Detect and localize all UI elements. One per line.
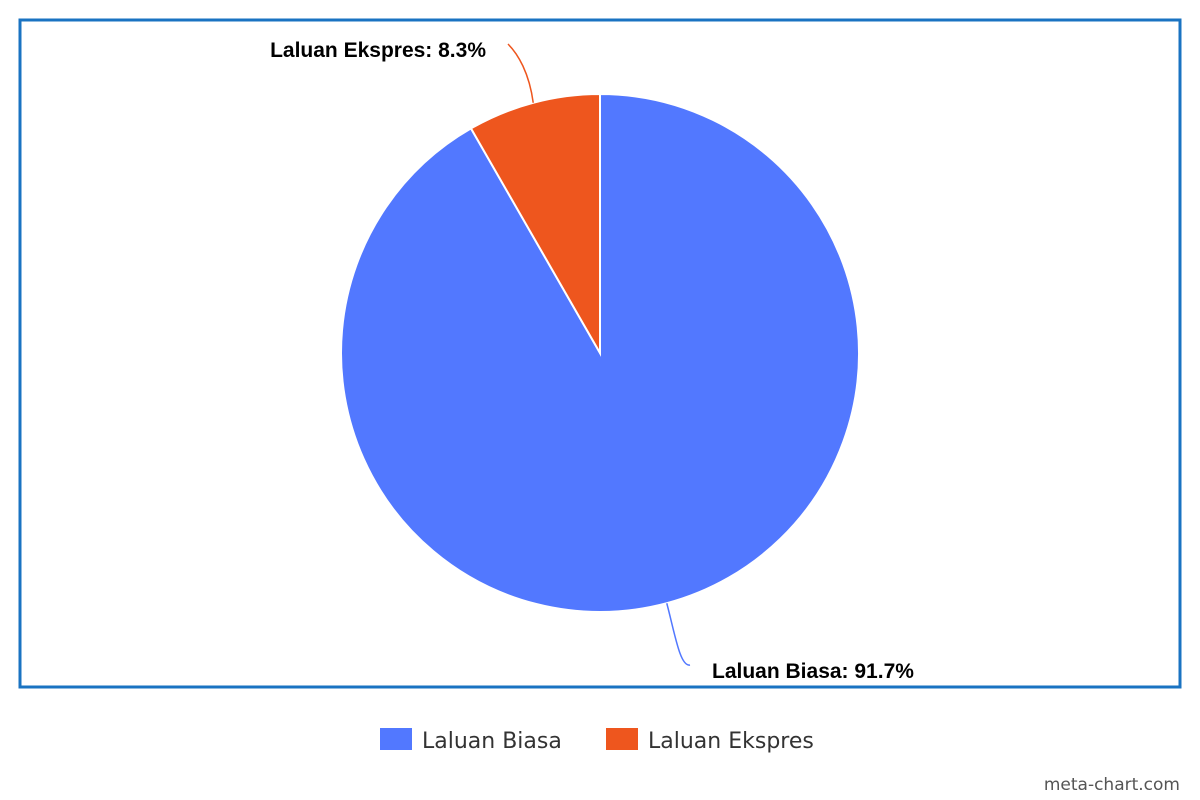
label-connectors xyxy=(507,43,691,666)
legend-swatch-laluan-biasa[interactable] xyxy=(380,728,412,750)
connector-laluan-biasa xyxy=(666,603,691,666)
connector-laluan-ekspres xyxy=(507,43,534,103)
legend: Laluan Biasa Laluan Ekspres xyxy=(380,728,814,754)
legend-label-laluan-biasa[interactable]: Laluan Biasa xyxy=(422,729,562,754)
pie-slice-laluan-ekspres[interactable] xyxy=(469,92,601,357)
watermark: meta-chart.com xyxy=(1044,775,1180,795)
data-label-laluan-biasa: Laluan Biasa: 91.7% xyxy=(712,660,914,683)
legend-label-laluan-ekspres[interactable]: Laluan Ekspres xyxy=(648,729,814,754)
legend-swatch-laluan-ekspres[interactable] xyxy=(606,728,638,750)
data-label-laluan-ekspres: Laluan Ekspres: 8.3% xyxy=(270,39,486,62)
pie-slices xyxy=(340,92,860,613)
